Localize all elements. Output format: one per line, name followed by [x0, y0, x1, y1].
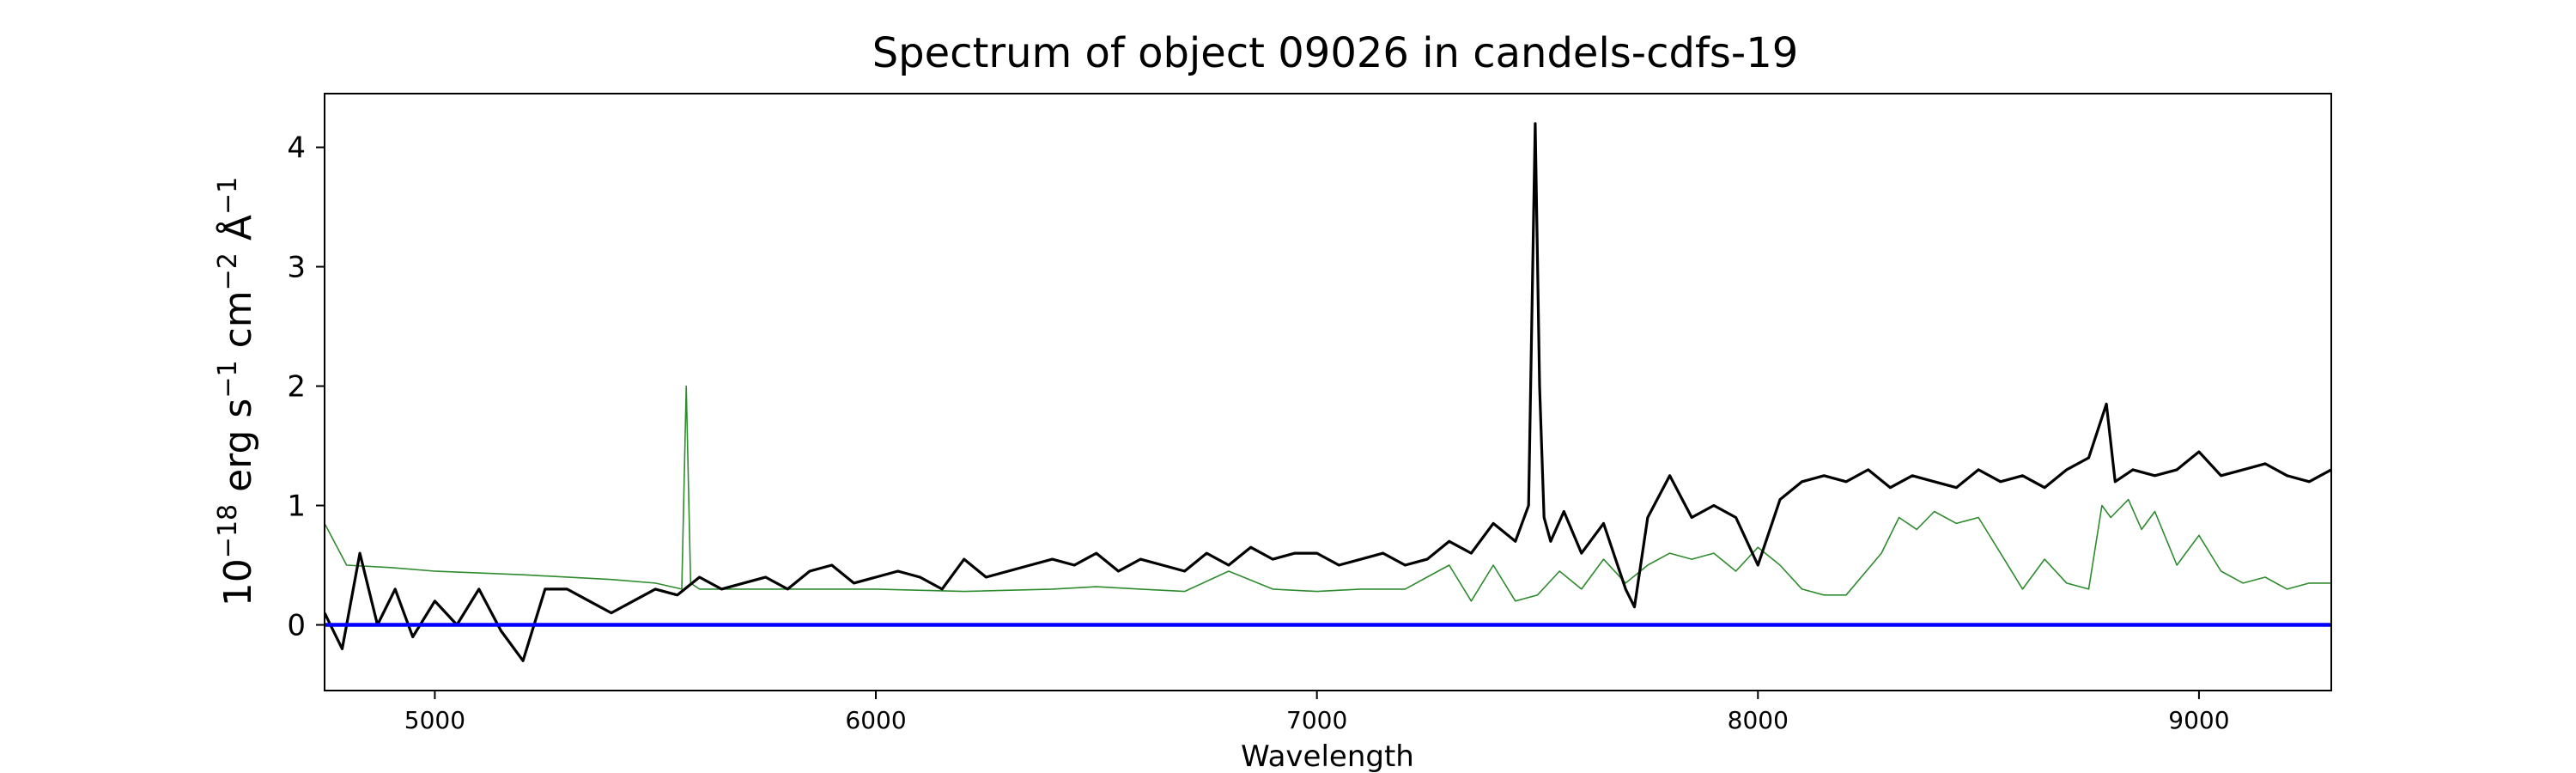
series-line-noise	[325, 385, 2331, 602]
x-axis: 5000 6000 7000 8000 9000	[404, 691, 2230, 734]
x-tick-label: 6000	[845, 706, 906, 734]
y-tick-label: 4	[287, 131, 306, 166]
y-axis: 0 1 2 3 4	[287, 131, 325, 643]
x-tick-label: 8000	[1728, 706, 1789, 734]
x-tick-label: 5000	[404, 706, 465, 734]
y-axis-label: 10−18 erg s−1 cm−2 Å−1	[213, 177, 261, 606]
y-tick-label: 1	[287, 490, 306, 524]
x-tick-label: 9000	[2168, 706, 2229, 734]
x-axis-label: Wavelength	[1241, 740, 1414, 773]
y-tick-label: 3	[287, 251, 306, 285]
series-layer	[325, 122, 2331, 662]
y-tick-label: 0	[287, 609, 306, 643]
plot-frame	[324, 93, 2332, 691]
chart-title: Spectrum of object 09026 in candels-cdfs…	[872, 29, 1799, 77]
x-tick-label: 7000	[1286, 706, 1347, 734]
y-tick-label: 2	[287, 370, 306, 405]
series-line-spectrum	[325, 122, 2331, 662]
